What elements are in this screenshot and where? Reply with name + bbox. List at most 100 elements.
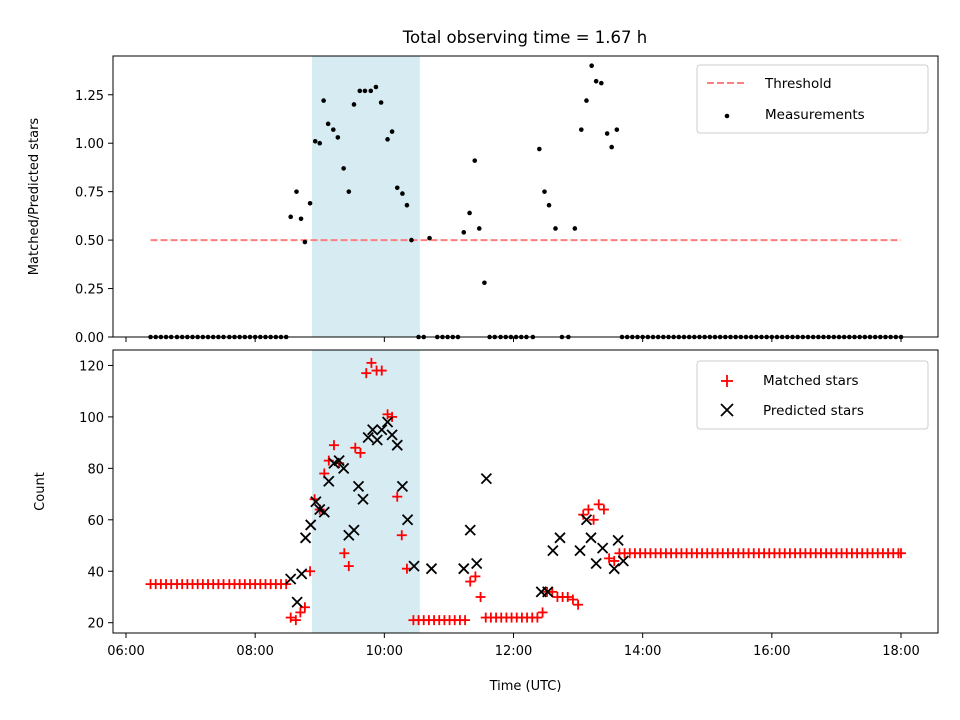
measurement-point: [351, 102, 357, 107]
measurement-point: [461, 230, 467, 235]
measurement-point: [609, 144, 614, 150]
legend-measurements-label: Measurements: [765, 107, 865, 123]
y-tick-label: 0.00: [75, 331, 104, 346]
matched-star-point: [295, 607, 306, 618]
predicted-star-point: [401, 514, 414, 526]
measurement-point: [472, 158, 478, 163]
measurement-point: [335, 135, 341, 140]
measurement-point: [312, 138, 318, 144]
predicted-star-point: [376, 424, 388, 436]
matched-star-point: [475, 591, 486, 602]
measurement-point: [331, 127, 336, 132]
predicted-star-point: [310, 496, 322, 508]
measurement-point: [409, 237, 414, 243]
legend-predicted-swatch: [720, 403, 734, 417]
matched-star-point: [604, 553, 615, 564]
y-tick-label: 0.25: [75, 283, 104, 298]
matched-star-point: [578, 509, 589, 520]
predicted-star-point: [323, 475, 335, 487]
measurement-point: [537, 146, 542, 152]
predicted-star-point: [580, 514, 593, 526]
y-tick-label: 1.00: [75, 137, 104, 152]
matched-star-point: [609, 555, 620, 566]
matched-star-point: [562, 591, 573, 602]
measurement-point: [341, 166, 346, 171]
predicted-star-point: [291, 596, 303, 608]
count-legend-box: [696, 360, 929, 430]
matched-star-point: [588, 514, 599, 525]
measurement-point: [584, 98, 589, 103]
predicted-star-point: [381, 416, 394, 428]
measurement-point: [553, 226, 558, 231]
predicted-star-point: [362, 431, 374, 444]
measurement-point: [307, 200, 313, 206]
measurement-point: [589, 63, 594, 68]
predicted-star-point: [391, 439, 403, 451]
predicted-star-point: [590, 557, 602, 570]
observing-window-span: [312, 56, 420, 337]
predicted-star-point: [471, 557, 483, 570]
matched-star-point: [598, 504, 609, 515]
matched-star-point: [339, 548, 350, 559]
predicted-star-point: [425, 563, 438, 575]
matched-star-point: [285, 612, 296, 623]
x-tick-label: 06:00: [107, 644, 144, 659]
y-tick-label: 100: [79, 411, 104, 426]
predicted-star-point: [367, 424, 379, 436]
count-legend: Matched stars Predicted stars: [696, 360, 929, 430]
legend-threshold-label: Threshold: [764, 76, 832, 92]
predicted-star-point: [357, 493, 369, 505]
count-x-ticks: 06:00 08:00 10:00 12:00 14:00 16:00 18:00: [107, 633, 920, 659]
measurement-point: [368, 88, 374, 94]
legend-matched-label: Matched stars: [763, 373, 859, 389]
count-points: [145, 357, 906, 626]
measurement-point: [298, 216, 304, 222]
measurement-point: [373, 84, 379, 90]
measurement-point: [394, 185, 400, 191]
ratio-legend: Threshold Measurements: [696, 64, 929, 134]
predicted-star-point: [299, 532, 312, 544]
x-tick-label: 10:00: [366, 644, 403, 659]
matched-star-point: [392, 491, 403, 502]
matched-star-point: [567, 594, 578, 605]
measurement-point: [385, 137, 390, 142]
predicted-star-point: [480, 472, 493, 485]
measurement-point: [604, 131, 610, 136]
predicted-star-point: [574, 545, 586, 557]
predicted-star-point: [617, 555, 629, 567]
predicted-star-point: [386, 429, 398, 441]
matched-star-point: [328, 440, 339, 451]
predicted-star-point: [585, 532, 597, 544]
predicted-star-point: [333, 454, 345, 467]
measurement-point: [404, 202, 410, 208]
observing-window-span: [312, 350, 420, 633]
measurement-point: [572, 226, 578, 231]
x-axis-label: Time (UTC): [489, 679, 562, 694]
y-tick-label: 40: [87, 565, 104, 580]
predicted-star-point: [296, 568, 308, 580]
predicted-star-point: [352, 480, 365, 492]
matched-star-point: [573, 599, 584, 610]
predicted-star-point: [542, 586, 554, 598]
predicted-star-point: [318, 506, 330, 518]
matched-star-point: [896, 548, 906, 559]
measurement-point: [302, 239, 308, 245]
ratio-x-ticks: [125, 337, 902, 342]
measurement-point: [400, 191, 405, 196]
predicted-star-point: [612, 534, 624, 547]
measurement-point: [321, 98, 326, 103]
y-tick-label: 0.75: [75, 186, 104, 201]
count-panel-frame: [112, 349, 939, 634]
measurement-point: [467, 210, 472, 216]
matched-star-point: [396, 530, 407, 541]
measurement-point: [476, 226, 482, 231]
measurement-point: [599, 80, 604, 86]
legend-predicted-label: Predicted stars: [763, 403, 864, 419]
predicted-star-point: [396, 480, 409, 492]
matched-star-point: [583, 504, 594, 515]
measurement-point: [593, 78, 599, 84]
x-tick-label: 16:00: [753, 644, 790, 659]
count-y-ticks: 20 40 60 80 100 120: [79, 359, 113, 632]
matched-star-point: [361, 368, 372, 379]
